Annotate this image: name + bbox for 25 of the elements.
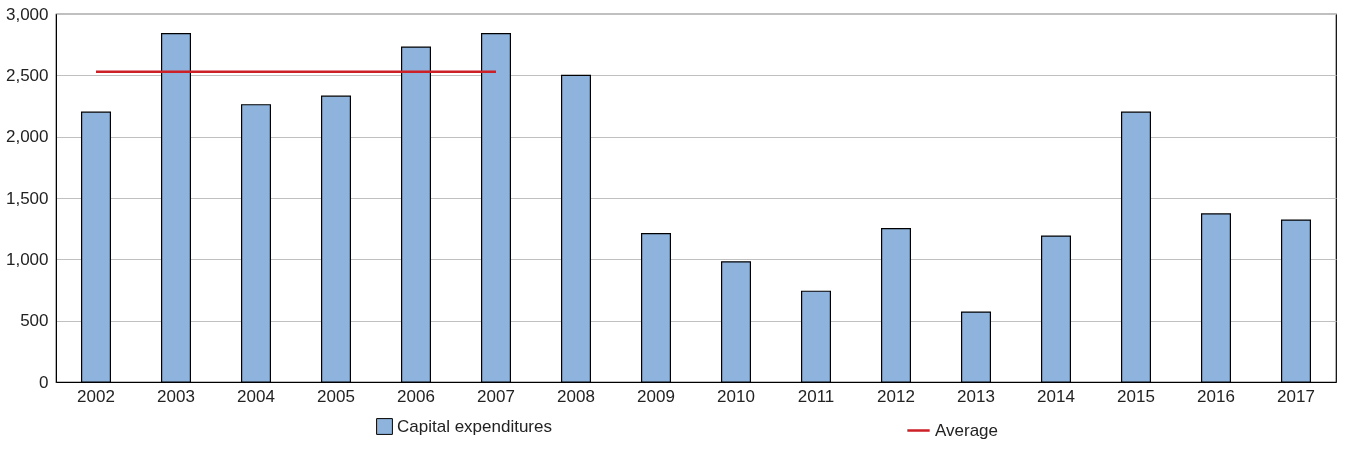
x-tick-label: 2011 (797, 386, 835, 406)
y-tick-label: 2,500 (5, 65, 49, 85)
x-tick-label: 2016 (1197, 386, 1235, 406)
x-tick-label: 2015 (1117, 386, 1155, 406)
x-tick-label: 2010 (717, 386, 755, 406)
x-tick-label: 2003 (157, 386, 195, 406)
x-tick-label: 2006 (397, 386, 435, 406)
legend-label: Capital expenditures (397, 416, 552, 436)
legend-label: Average (935, 420, 999, 440)
y-tick-label: 0 (39, 372, 49, 392)
y-tick-label: 1,500 (5, 188, 49, 208)
y-tick-label: 2,000 (5, 127, 49, 147)
x-tick-label: 2002 (77, 386, 115, 406)
x-tick-label: 2007 (477, 386, 515, 406)
x-tick-label: 2013 (957, 386, 995, 406)
y-tick-label: 3,000 (5, 4, 49, 24)
x-tick-label: 2017 (1277, 386, 1315, 406)
y-tick-label: 1,000 (5, 249, 49, 269)
x-tick-label: 2004 (237, 386, 275, 406)
x-tick-label: 2009 (637, 386, 675, 406)
x-tick-label: 2005 (317, 386, 355, 406)
x-tick-label: 2012 (877, 386, 915, 406)
y-tick-label: 500 (20, 311, 49, 331)
x-tick-label: 2008 (557, 386, 595, 406)
x-tick-label: 2014 (1037, 386, 1075, 406)
